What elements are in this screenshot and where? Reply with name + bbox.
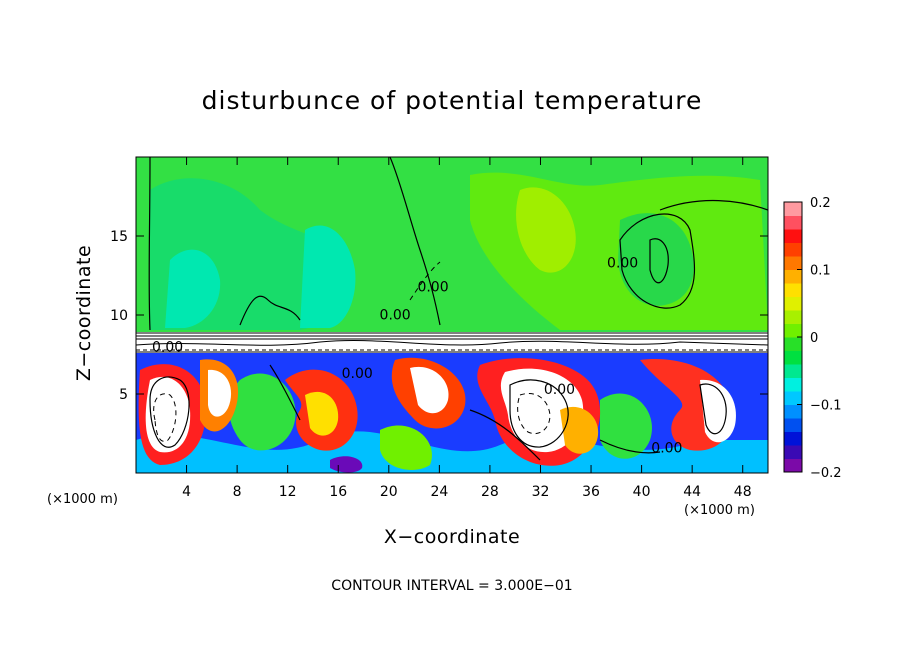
contour-label: 0.00	[380, 308, 411, 324]
colorbar-segment	[784, 337, 802, 351]
contour-lines	[148, 157, 768, 461]
lower-orange-swirl	[560, 406, 599, 454]
dashed-contours	[153, 261, 551, 442]
colorbar-segment	[784, 458, 802, 473]
x-tick-label: 20	[380, 484, 398, 500]
colorbar-segment	[784, 215, 802, 230]
lower-white-core-2	[208, 369, 232, 417]
colorbar-segment	[784, 350, 802, 365]
contour-label: 0.00	[607, 256, 638, 272]
upper-cyan-core	[165, 249, 221, 328]
lower-white-core-3	[410, 366, 449, 414]
x-unit-label-left: (×1000 m)	[47, 492, 118, 507]
upper-cyan-core-2	[300, 225, 356, 328]
x-tick-label: 48	[734, 484, 752, 500]
colorbar-segment	[784, 202, 802, 216]
x-tick-label: 28	[481, 484, 499, 500]
colorbar-segment	[784, 242, 802, 257]
colorbar-tick-label: −0.2	[810, 466, 842, 481]
lower-yellow-swirl	[305, 391, 339, 436]
colorbar-segment	[784, 323, 802, 338]
x-tick-label: 8	[233, 484, 242, 500]
colorbar-segment	[784, 391, 802, 405]
chart-title: disturbunce of potential temperature	[201, 86, 703, 115]
upper-lime-patch	[516, 187, 576, 273]
colorbar-segment	[784, 418, 802, 432]
colorbar-segment	[784, 283, 802, 297]
boundary-layer	[136, 332, 768, 353]
colorbar-tick-label: 0.1	[810, 264, 831, 279]
colorbar-tick-label: 0.2	[810, 196, 831, 211]
x-unit-label-right: (×1000 m)	[684, 503, 755, 518]
upper-green-patch	[618, 213, 694, 306]
contour-label: 0.00	[152, 339, 183, 355]
colorbar-segment	[784, 229, 802, 243]
x-tick-label: 40	[633, 484, 651, 500]
lower-green-blob-1	[228, 373, 296, 451]
colorbar-segment	[784, 377, 802, 392]
colorbar-tick-label: 0	[810, 331, 818, 346]
contour-label: 0.00	[544, 382, 575, 398]
x-tick-label: 32	[532, 484, 550, 500]
boundary-contours	[136, 332, 768, 353]
contour-label: 0.00	[651, 440, 682, 456]
x-axis-label: X−coordinate	[383, 526, 521, 548]
colorbar-segment	[784, 404, 802, 419]
colorbar-segment	[784, 256, 802, 270]
x-tick-label: 24	[430, 484, 448, 500]
y-axis-label: Z−coordinate	[73, 244, 95, 382]
colorbar-segment	[784, 431, 802, 446]
colorbar-segment	[784, 269, 802, 284]
x-tick-label: 44	[683, 484, 701, 500]
contour-label: 0.00	[342, 366, 373, 382]
colorbar-tick-label: −0.1	[810, 399, 842, 414]
colorbar-segment	[784, 445, 802, 459]
contour-label: 0.00	[417, 279, 448, 295]
lower-cyan-band	[136, 431, 768, 473]
x-tick-label: 12	[279, 484, 297, 500]
colorbar-segment	[784, 296, 802, 311]
x-tick-label: 36	[582, 484, 600, 500]
colorbar-segment	[784, 310, 802, 324]
x-tick-label: 4	[182, 484, 191, 500]
colorbar-segment	[784, 364, 802, 378]
lower-white-core-5	[700, 379, 736, 443]
y-tick-label: 5	[119, 387, 128, 403]
lower-green-blob-3	[380, 425, 432, 470]
contour-interval-note: CONTOUR INTERVAL = 3.000E−01	[331, 578, 573, 594]
y-tick-label: 10	[110, 308, 128, 324]
lower-green-blob-2	[600, 393, 652, 459]
y-tick-label: 15	[110, 229, 128, 245]
x-tick-label: 16	[329, 484, 347, 500]
